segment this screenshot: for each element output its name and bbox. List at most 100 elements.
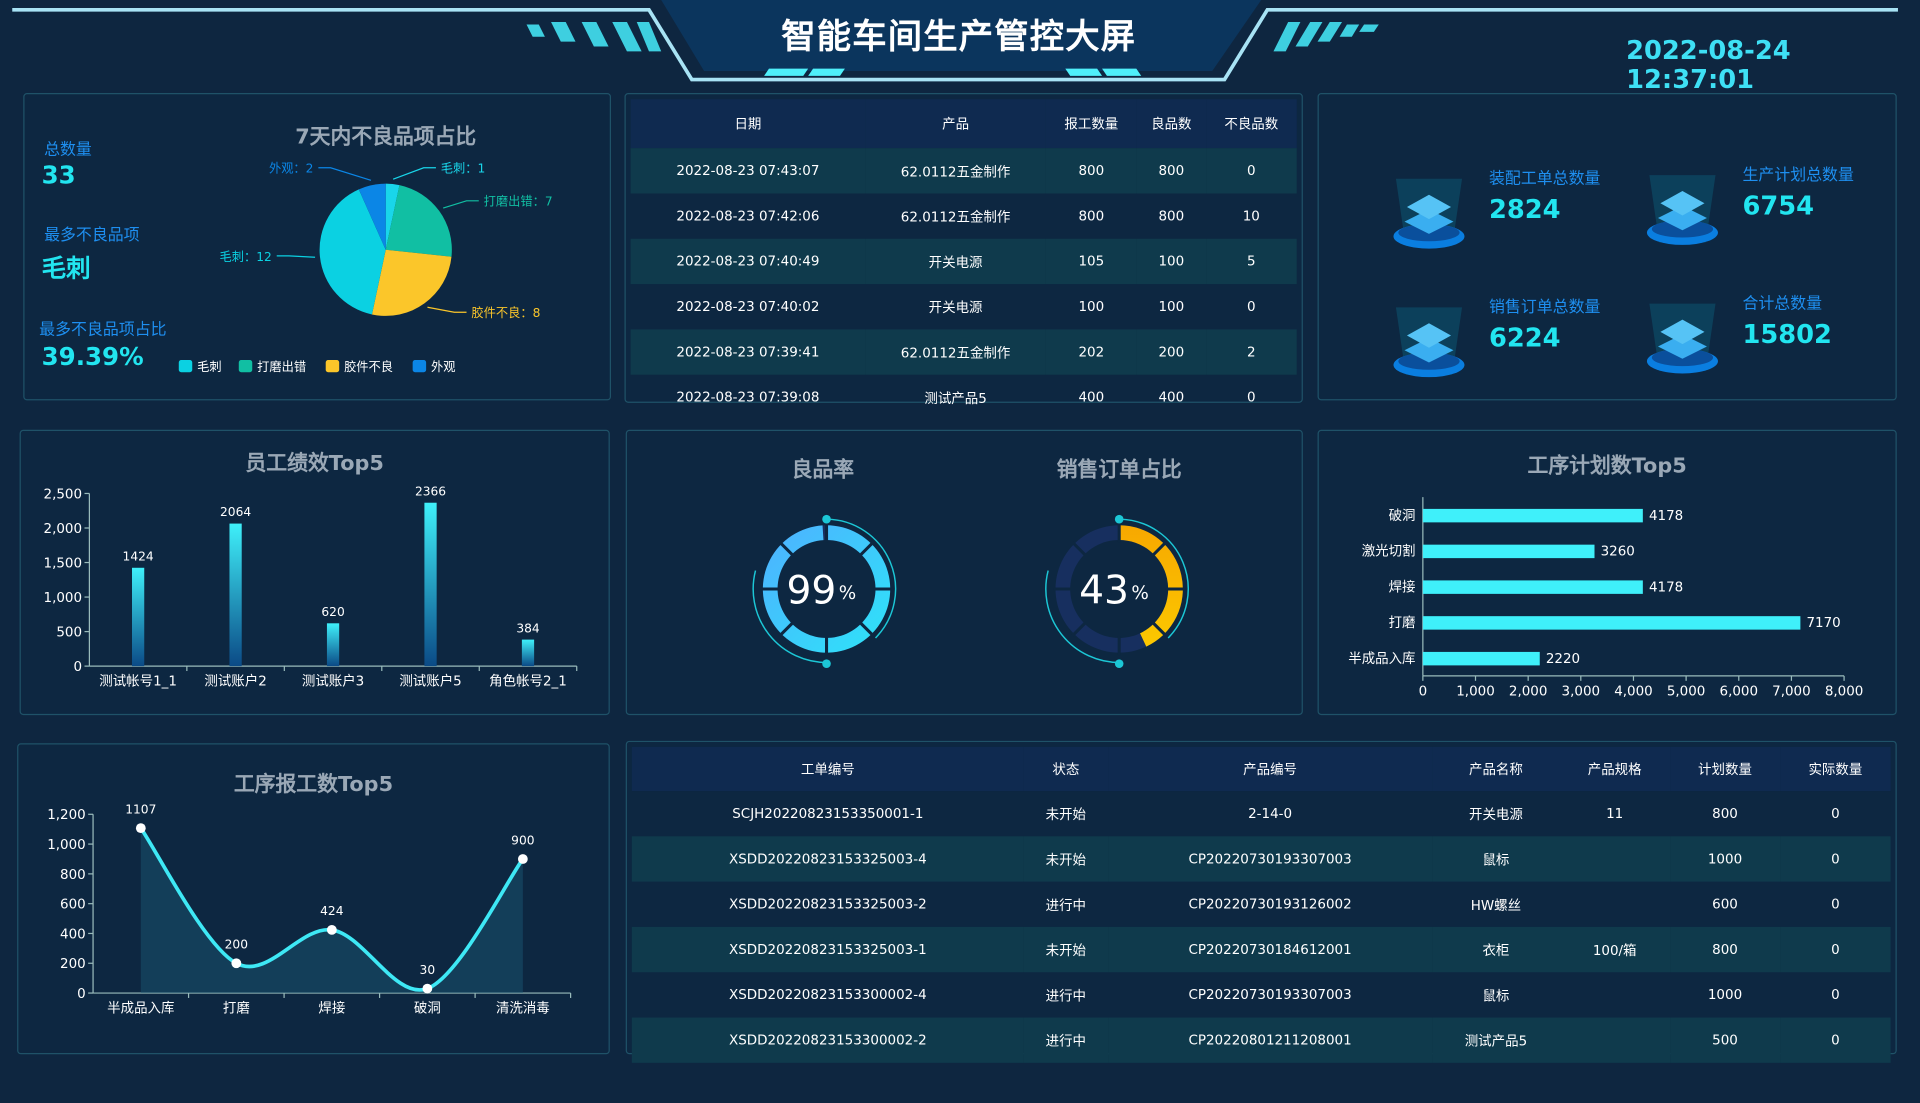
table-row[interactable]: 2022-08-23 07:39:41 62.0112五金制作 202 200 2 xyxy=(630,329,1297,375)
gauge-outer-ring xyxy=(1119,518,1189,639)
column-header: 不良品数 xyxy=(1205,99,1297,149)
y-tick-label: 焊接 xyxy=(1389,578,1416,595)
gauge-divider xyxy=(1151,620,1168,637)
table-row[interactable]: XSDD20220823153325003-1 未开始 CP202207301846… xyxy=(631,926,1891,973)
stat-value: 6754 xyxy=(1742,191,1815,221)
layers-icon xyxy=(1646,175,1718,245)
table-cell: 0 xyxy=(1780,926,1891,973)
y-tick-label: 0 xyxy=(77,987,86,1002)
y-tick-label: 200 xyxy=(60,957,86,972)
x-tick-label: 破洞 xyxy=(414,1001,441,1017)
table-cell: 2022-08-23 07:42:06 xyxy=(676,208,820,225)
column-header: 工单编号 xyxy=(631,746,1024,792)
gauge-unit: % xyxy=(1131,583,1148,604)
table-cell: 0 xyxy=(1780,1017,1891,1063)
gauge-outer-ring xyxy=(826,518,897,639)
table-cell: 0 xyxy=(1247,298,1256,315)
y-tick-label: 破洞 xyxy=(1389,508,1416,524)
y-tick-label: 500 xyxy=(56,625,82,640)
bar xyxy=(132,567,145,667)
gauge-divider xyxy=(1151,541,1168,558)
table-cell: 10 xyxy=(1242,208,1260,225)
table-cell: 进行中 xyxy=(1045,987,1087,1004)
pie-label: 胶件不良：8 xyxy=(471,305,540,320)
table-cell: 衣柜 xyxy=(1432,926,1560,973)
table-cell: 0 xyxy=(1831,986,1840,1003)
point-value-label: 900 xyxy=(511,833,534,847)
pie-slice xyxy=(358,183,386,250)
table-row[interactable]: XSDD20220823153325003-2 进行中 CP202207301931… xyxy=(632,882,1891,927)
table-cell: CP20220730184612001 xyxy=(1107,926,1433,973)
y-tick-label: 600 xyxy=(60,898,86,913)
y-tick-label: 1,200 xyxy=(47,808,86,823)
table-cell: 800 xyxy=(1158,208,1185,225)
gauge-divider xyxy=(858,620,875,637)
table-cell: 未开始 xyxy=(1045,806,1087,823)
table-cell: CP20220730193307003 xyxy=(1188,986,1352,1003)
layers-icon xyxy=(1393,307,1465,378)
table-cell: CP20220730193307003 xyxy=(1107,836,1433,882)
bar xyxy=(1422,544,1595,559)
table-cell: CP20220801211208001 xyxy=(1107,1017,1433,1063)
bar-value-label: 384 xyxy=(516,621,540,635)
y-tick-label: 1,500 xyxy=(44,556,83,571)
legend-label: 胶件不良 xyxy=(344,359,393,374)
gauge-outer-ring xyxy=(1045,570,1120,664)
pie-slice xyxy=(385,185,452,257)
table-cell: XSDD20220823153325003-2 xyxy=(729,896,927,913)
x-tick-label: 测试账户5 xyxy=(399,673,461,690)
table-row[interactable]: 2022-08-23 07:43:07 62.0112五金制作 800 800 0 xyxy=(630,148,1297,194)
table-row[interactable]: 2022-08-23 07:40:49 开关电源 105 100 5 xyxy=(630,238,1297,285)
table-row[interactable]: 2022-08-23 07:42:06 62.0112五金制作 800 800 10 xyxy=(631,193,1297,238)
table-row[interactable]: XSDD20220823153300002-4 进行中 CP202207301933… xyxy=(632,972,1891,1017)
stat-label: 合计总数量 xyxy=(1742,295,1823,314)
gauge-value: 99 xyxy=(786,569,836,614)
top-ratio-label: 最多不良品项占比 xyxy=(39,320,167,340)
table-cell: 测试产品5 xyxy=(924,390,987,406)
y-tick-label: 激光切割 xyxy=(1362,543,1416,560)
pie-label-line xyxy=(442,200,479,209)
bar-value-label: 4178 xyxy=(1649,580,1683,595)
table-cell: 800 xyxy=(1078,208,1105,225)
table-cell: 600 xyxy=(1712,896,1738,913)
top-item-label: 最多不良品项 xyxy=(44,226,140,245)
x-tick-label: 测试帐号1_1 xyxy=(99,674,177,690)
page-title: 智能车间生产管控大屏 xyxy=(781,15,1137,57)
x-tick-label: 测试账户2 xyxy=(204,673,266,690)
dashboard: 智能车间生产管控大屏 2022-08-24 12:37:01 总数量 33 最多… xyxy=(12,0,1898,1063)
table-cell: 5 xyxy=(1205,238,1297,285)
table-row[interactable]: 2022-08-23 07:40:02 开关电源 100 100 0 xyxy=(631,284,1297,329)
table-cell xyxy=(1559,836,1670,882)
y-tick-label: 2,500 xyxy=(44,487,83,502)
line-point xyxy=(326,924,337,935)
table-row[interactable]: XSDD20220823153300002-2 进行中 CP202208012112… xyxy=(631,1017,1891,1063)
table-cell: 鼠标 xyxy=(1482,987,1510,1004)
table-cell: 1000 xyxy=(1707,986,1743,1003)
layers-icon xyxy=(1646,303,1718,374)
table-cell: 500 xyxy=(1669,1017,1781,1063)
table-cell: 62.0112五金制作 xyxy=(865,329,1046,375)
x-tick-label: 0 xyxy=(1419,685,1428,700)
table-cell: 2 xyxy=(1205,329,1297,375)
table-cell: 开关电源 xyxy=(1468,806,1523,823)
table-row[interactable]: SCJH20220823153350001-1 未开始 2-14-0 开关电源 11 80… xyxy=(632,791,1891,836)
column-header: 产品编号 xyxy=(1107,746,1433,792)
table-row[interactable]: XSDD20220823153325003-4 未开始 CP202207301933… xyxy=(631,836,1891,882)
gauge-charts: 99% 43% xyxy=(752,514,1189,668)
line-point xyxy=(135,823,146,834)
table-cell xyxy=(1560,972,1670,1017)
pie-slice xyxy=(371,249,452,316)
legend-label: 打磨出错 xyxy=(257,360,306,374)
x-tick-label: 4,000 xyxy=(1614,685,1653,700)
y-tick-label: 1,000 xyxy=(44,591,83,606)
bar-value-label: 620 xyxy=(321,605,344,619)
column-header: 日期 xyxy=(630,99,866,149)
defect-panel: 总数量 33 最多不良品项 毛刺 最多不良品项占比 39.39% 7天内不良品项… xyxy=(23,93,612,401)
table-cell: 0 xyxy=(1205,148,1297,194)
table-cell: 800 xyxy=(1712,805,1738,822)
table-cell: 105 xyxy=(1045,238,1137,285)
process-plan-title: 工序计划数Top5 xyxy=(1527,454,1687,479)
table-row[interactable]: 2022-08-23 07:39:08 测试产品5 400 400 0 xyxy=(631,375,1297,420)
point-value-label: 30 xyxy=(420,963,436,977)
stats-panel: 装配工单总数量 2824 生产计划总数量 6754 销售订单总数量 6224 合计总数… xyxy=(1317,93,1897,401)
